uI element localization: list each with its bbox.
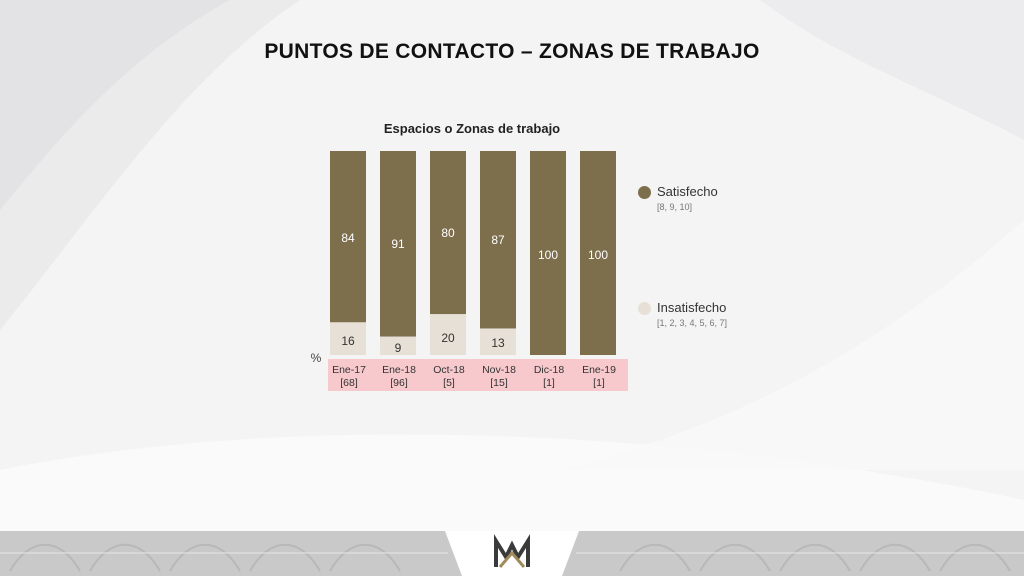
y-axis-label: % — [311, 351, 322, 365]
data-label-satisfecho-oct-18: 80 — [441, 226, 455, 240]
sample-size-ene-19: [1] — [593, 377, 605, 389]
bar-insatisfecho-ene-18 — [380, 336, 416, 355]
tick-label-ene-19: Ene-19 — [582, 364, 616, 376]
data-label-insatisfecho-ene-17: 16 — [341, 334, 355, 348]
legend-label-insatisfecho: Insatisfecho — [657, 300, 727, 315]
data-label-satisfecho-nov-18: 87 — [491, 233, 505, 247]
sample-size-ene-18: [96] — [390, 377, 408, 389]
bar-satisfecho-ene-19 — [580, 151, 616, 355]
data-label-insatisfecho-ene-18: 9 — [395, 341, 402, 355]
bar-insatisfecho-nov-18 — [480, 328, 516, 355]
legend-swatch-satisfecho — [638, 186, 651, 199]
mm-logo-icon — [494, 534, 530, 568]
data-label-satisfecho-dic-18: 100 — [538, 248, 558, 262]
legend-range-insatisfecho: [1, 2, 3, 4, 5, 6, 7] — [657, 318, 728, 328]
tick-label-dic-18: Dic-18 — [534, 364, 565, 376]
tick-label-ene-18: Ene-18 — [382, 364, 416, 376]
bar-insatisfecho-oct-18 — [430, 314, 466, 355]
sample-size-ene-17: [68] — [340, 377, 358, 389]
chart-title: Espacios o Zonas de trabajo — [383, 121, 561, 136]
bar-insatisfecho-ene-17 — [330, 322, 366, 355]
legend-label-satisfecho: Satisfecho — [657, 184, 718, 199]
data-label-satisfecho-ene-18: 91 — [391, 237, 405, 251]
category-label-band — [328, 359, 628, 391]
data-label-insatisfecho-nov-18: 13 — [491, 336, 505, 350]
tick-label-nov-18: Nov-18 — [482, 364, 516, 376]
bar-satisfecho-dic-18 — [530, 151, 566, 355]
sample-size-dic-18: [1] — [543, 377, 555, 389]
legend-range-satisfecho: [8, 9, 10] — [657, 202, 693, 212]
data-label-insatisfecho-oct-18: 20 — [441, 331, 455, 345]
sample-size-nov-18: [15] — [490, 377, 508, 389]
bar-satisfecho-nov-18 — [480, 151, 516, 329]
tick-label-ene-17: Ene-17 — [332, 364, 366, 376]
tick-label-oct-18: Oct-18 — [433, 364, 465, 376]
data-label-satisfecho-ene-17: 84 — [341, 231, 355, 245]
page-title: PUNTOS DE CONTACTO – ZONAS DE TRABAJO — [264, 40, 760, 63]
bar-satisfecho-ene-18 — [380, 151, 416, 337]
legend-swatch-insatisfecho — [638, 302, 651, 315]
bar-satisfecho-oct-18 — [430, 151, 466, 315]
data-label-satisfecho-ene-19: 100 — [588, 248, 608, 262]
footer-band — [0, 531, 1024, 576]
bar-satisfecho-ene-17 — [330, 151, 366, 323]
sample-size-oct-18: [5] — [443, 377, 455, 389]
